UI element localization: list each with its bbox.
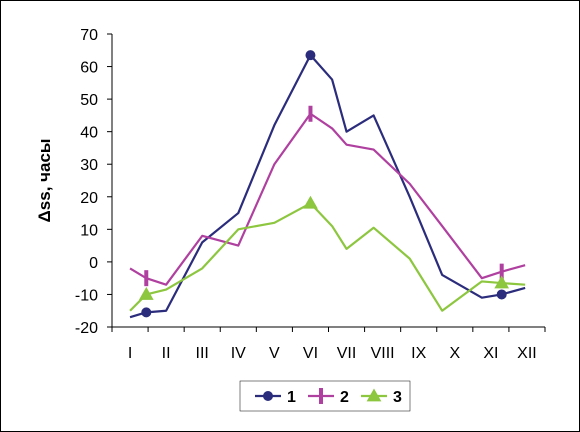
series-3-point [138,286,154,300]
legend: 1 2 3 [239,380,411,412]
series-2 [129,105,526,287]
series-1-point [496,289,507,300]
series-2-point [144,270,149,287]
x-tick-label: III [196,345,209,362]
x-tick-label: XI [483,345,498,362]
y-axis-label: Δss, часы [35,139,54,223]
legend-item-2: 2 [308,388,349,406]
legend-marker [319,388,323,404]
legend-label: 2 [340,389,349,406]
series-3 [129,195,526,312]
y-tick-label: 0 [89,255,98,272]
y-tick-label: 30 [80,157,98,174]
x-tick-label: XII [517,345,537,362]
legend-item-1: 1 [255,389,296,406]
y-tick-label: -10 [75,287,98,304]
legend-label: 1 [287,389,296,406]
series-3-line [129,202,526,312]
series-2-point [499,263,504,280]
legend-item-3: 3 [361,388,402,406]
x-tick-label: IX [411,345,426,362]
y-tick-label: 50 [80,92,98,109]
series-layer [129,50,526,319]
x-tick-label: VII [337,345,357,362]
x-tick-label: I [128,345,132,362]
series-2-line [129,112,526,286]
y-tick-label: -20 [75,320,98,337]
y-tick-label: 40 [80,125,98,142]
legend-marker [366,388,382,402]
series-1 [129,50,526,319]
y-tick-label: 70 [80,27,98,44]
x-tick-label: IV [231,345,246,362]
series-1-point [305,50,316,61]
y-tick-label: 60 [80,60,98,77]
x-tick-label: VI [303,345,318,362]
x-tick-label: V [269,345,280,362]
series-3-point [303,195,318,209]
x-tick-label: II [162,345,171,362]
x-tick-label: X [449,345,460,362]
y-tick-label: 10 [80,222,98,239]
series-1-line [129,54,526,319]
y-tick-label: 20 [80,190,98,207]
series-1-point [141,307,152,318]
series-2-point [308,105,313,122]
legend-marker [263,391,273,401]
legend-label: 3 [393,389,402,406]
x-tick-label: VIII [371,345,395,362]
series-3-point [494,275,510,289]
